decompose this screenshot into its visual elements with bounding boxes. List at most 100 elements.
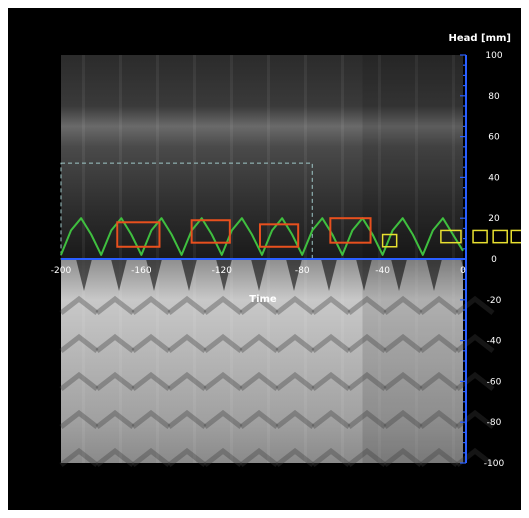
- chevron-artifact: [95, 295, 135, 315]
- notch-artifact: [321, 259, 337, 291]
- chevron-artifact: [347, 409, 387, 429]
- y-axis-tick-label: 60: [488, 133, 500, 143]
- x-axis-title: Time: [249, 294, 277, 305]
- chevron-artifact: [347, 447, 387, 467]
- chevron-artifact: [95, 447, 135, 467]
- chevron-artifact: [95, 409, 135, 429]
- chevron-artifact: [311, 447, 351, 467]
- notch-artifact: [146, 259, 162, 291]
- notch-artifact: [251, 259, 267, 291]
- chevron-artifact: [347, 295, 387, 315]
- chevron-artifact: [239, 371, 279, 391]
- chevron-artifact: [347, 371, 387, 391]
- chevron-artifact: [131, 333, 171, 353]
- chevron-artifact: [203, 447, 243, 467]
- chevron-artifact: [419, 371, 459, 391]
- chevron-artifact: [311, 333, 351, 353]
- y-axis-tick-label: -80: [487, 418, 502, 428]
- chevron-artifact: [239, 333, 279, 353]
- chevron-artifact: [419, 295, 459, 315]
- chevron-artifact: [455, 295, 495, 315]
- notch-artifact: [216, 259, 232, 291]
- chevron-artifact: [131, 409, 171, 429]
- chevron-artifact: [167, 371, 207, 391]
- x-axis-tick-label: -200: [51, 266, 72, 276]
- chevron-artifact: [167, 295, 207, 315]
- chevron-artifact: [203, 371, 243, 391]
- y-axis-tick-label: 0: [491, 255, 497, 265]
- orange-marker-box: [116, 221, 161, 248]
- notch-artifact: [286, 259, 302, 291]
- chevron-artifact: [131, 295, 171, 315]
- x-axis-tick-label: -120: [212, 266, 233, 276]
- yellow-marker-box: [440, 229, 462, 244]
- orange-marker-box: [190, 219, 231, 244]
- notch-artifact: [111, 259, 127, 291]
- y-axis-tick-label: 80: [488, 92, 500, 102]
- y-axis-tick-label: -40: [487, 337, 502, 347]
- y-axis-tick-label: -20: [487, 296, 502, 306]
- chevron-artifact: [455, 371, 495, 391]
- chevron-artifact: [239, 409, 279, 429]
- chevron-artifact: [59, 447, 99, 467]
- chevron-artifact: [167, 447, 207, 467]
- chevron-artifact: [383, 333, 423, 353]
- y-axis-ticks: 100 80 60 40 20 0 -20 -40 -60 -80 -100: [460, 51, 504, 469]
- y-axis-tick-label: 100: [485, 51, 502, 61]
- chevron-artifact: [275, 371, 315, 391]
- chevron-artifact: [455, 333, 495, 353]
- chevron-artifact: [419, 409, 459, 429]
- orange-marker-box: [329, 217, 372, 244]
- yellow-marker-box: [472, 229, 488, 244]
- chevron-artifact: [275, 333, 315, 353]
- chevron-artifacts: [59, 295, 495, 467]
- x-axis-tick-label: -40: [375, 266, 390, 276]
- chevron-artifact: [59, 409, 99, 429]
- chevron-artifact: [95, 333, 135, 353]
- chevron-artifact: [383, 447, 423, 467]
- chevron-artifact: [131, 447, 171, 467]
- notch-artifact: [426, 259, 442, 291]
- chevron-artifact: [59, 333, 99, 353]
- chevron-artifact: [419, 447, 459, 467]
- chevron-artifact: [383, 371, 423, 391]
- x-axis-ticks: -200 -160 -120 -80 -40 0: [51, 266, 466, 276]
- chevron-artifact: [347, 333, 387, 353]
- y-axis-tick-label: 20: [488, 214, 500, 224]
- notch-artifact: [181, 259, 197, 291]
- chevron-artifact: [383, 409, 423, 429]
- chevron-artifact: [239, 295, 279, 315]
- notch-artifact: [391, 259, 407, 291]
- chevron-artifact: [383, 295, 423, 315]
- x-axis-tick-label: -160: [131, 266, 152, 276]
- chevron-artifact: [203, 409, 243, 429]
- notch-artifact: [356, 259, 372, 291]
- notch-artifact: [76, 259, 92, 291]
- x-axis-tick-label: -80: [295, 266, 310, 276]
- chevron-artifact: [311, 295, 351, 315]
- overlay-layer: [60, 162, 521, 260]
- chevron-artifact: [275, 409, 315, 429]
- chevron-artifact: [167, 333, 207, 353]
- chevron-artifact: [203, 333, 243, 353]
- y-axis-tick-label: -60: [487, 377, 502, 387]
- chevron-artifact: [131, 371, 171, 391]
- yellow-marker-box: [510, 229, 521, 244]
- ultrasound-viewer: Head [mm] Time 100 80 60 40 20 0 -20 -40 -60 -80-…: [8, 8, 521, 510]
- chevron-artifact: [203, 295, 243, 315]
- chevron-artifact: [275, 295, 315, 315]
- chevron-artifact: [167, 409, 207, 429]
- chevron-artifact: [455, 447, 495, 467]
- chevron-artifact: [95, 371, 135, 391]
- mmode-plot: Head [mm] Time 100806040200-20-40-60-80-…: [51, 33, 521, 469]
- yellow-marker-box: [381, 233, 398, 248]
- chevron-artifact: [59, 371, 99, 391]
- orange-marker-box: [258, 223, 300, 248]
- x-axis-tick-label: 0: [460, 266, 466, 276]
- y-axis-title: Head [mm]: [448, 33, 511, 44]
- y-axis-tick-label: -100: [484, 459, 505, 469]
- chevron-artifact: [59, 295, 99, 315]
- yellow-marker-box: [492, 229, 508, 244]
- chevron-artifact: [239, 447, 279, 467]
